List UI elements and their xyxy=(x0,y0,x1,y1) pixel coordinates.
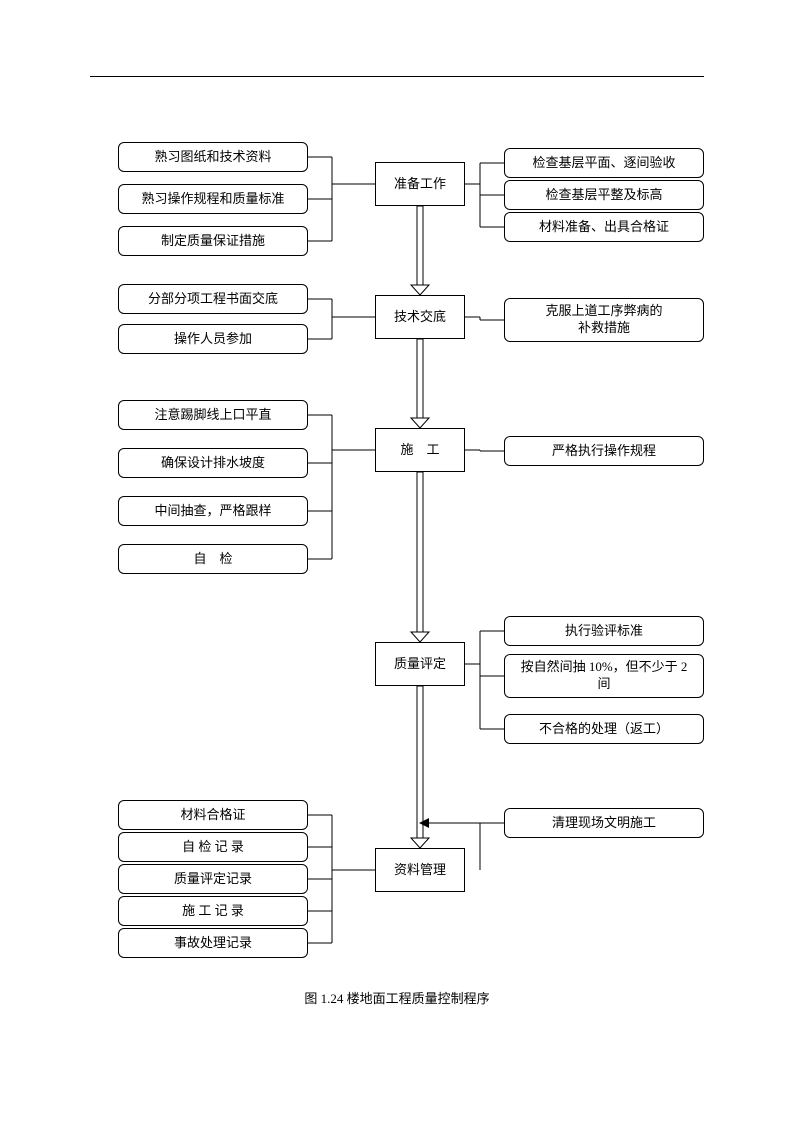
left-constr-2: 中间抽查，严格跟样 xyxy=(118,496,308,526)
top-rule xyxy=(90,76,704,77)
center-tech: 技术交底 xyxy=(375,295,465,339)
left-doc-3: 施 工 记 录 xyxy=(118,896,308,926)
left-prep-2: 制定质量保证措施 xyxy=(118,226,308,256)
right-constr-0: 严格执行操作规程 xyxy=(504,436,704,466)
left-constr-0: 注意踢脚线上口平直 xyxy=(118,400,308,430)
left-tech-0: 分部分项工程书面交底 xyxy=(118,284,308,314)
center-constr: 施 工 xyxy=(375,428,465,472)
figure-caption: 图 1.24 楼地面工程质量控制程序 xyxy=(0,988,794,1007)
right-tech-0: 克服上道工序弊病的补救措施 xyxy=(504,298,704,342)
right-prep-1: 检查基层平整及标高 xyxy=(504,180,704,210)
left-doc-4: 事故处理记录 xyxy=(118,928,308,958)
right-doc-0: 清理现场文明施工 xyxy=(504,808,704,838)
left-constr-3: 自 检 xyxy=(118,544,308,574)
left-prep-0: 熟习图纸和技术资料 xyxy=(118,142,308,172)
right-quality-2: 不合格的处理（返工） xyxy=(504,714,704,744)
left-prep-1: 熟习操作规程和质量标准 xyxy=(118,184,308,214)
center-doc: 资料管理 xyxy=(375,848,465,892)
center-quality: 质量评定 xyxy=(375,642,465,686)
left-doc-2: 质量评定记录 xyxy=(118,864,308,894)
center-prep: 准备工作 xyxy=(375,162,465,206)
right-quality-1: 按自然间抽 10%，但不少于 2间 xyxy=(504,654,704,698)
left-tech-1: 操作人员参加 xyxy=(118,324,308,354)
right-prep-0: 检查基层平面、逐间验收 xyxy=(504,148,704,178)
right-quality-0: 执行验评标准 xyxy=(504,616,704,646)
left-doc-0: 材料合格证 xyxy=(118,800,308,830)
right-prep-2: 材料准备、出具合格证 xyxy=(504,212,704,242)
left-constr-1: 确保设计排水坡度 xyxy=(118,448,308,478)
left-doc-1: 自 检 记 录 xyxy=(118,832,308,862)
